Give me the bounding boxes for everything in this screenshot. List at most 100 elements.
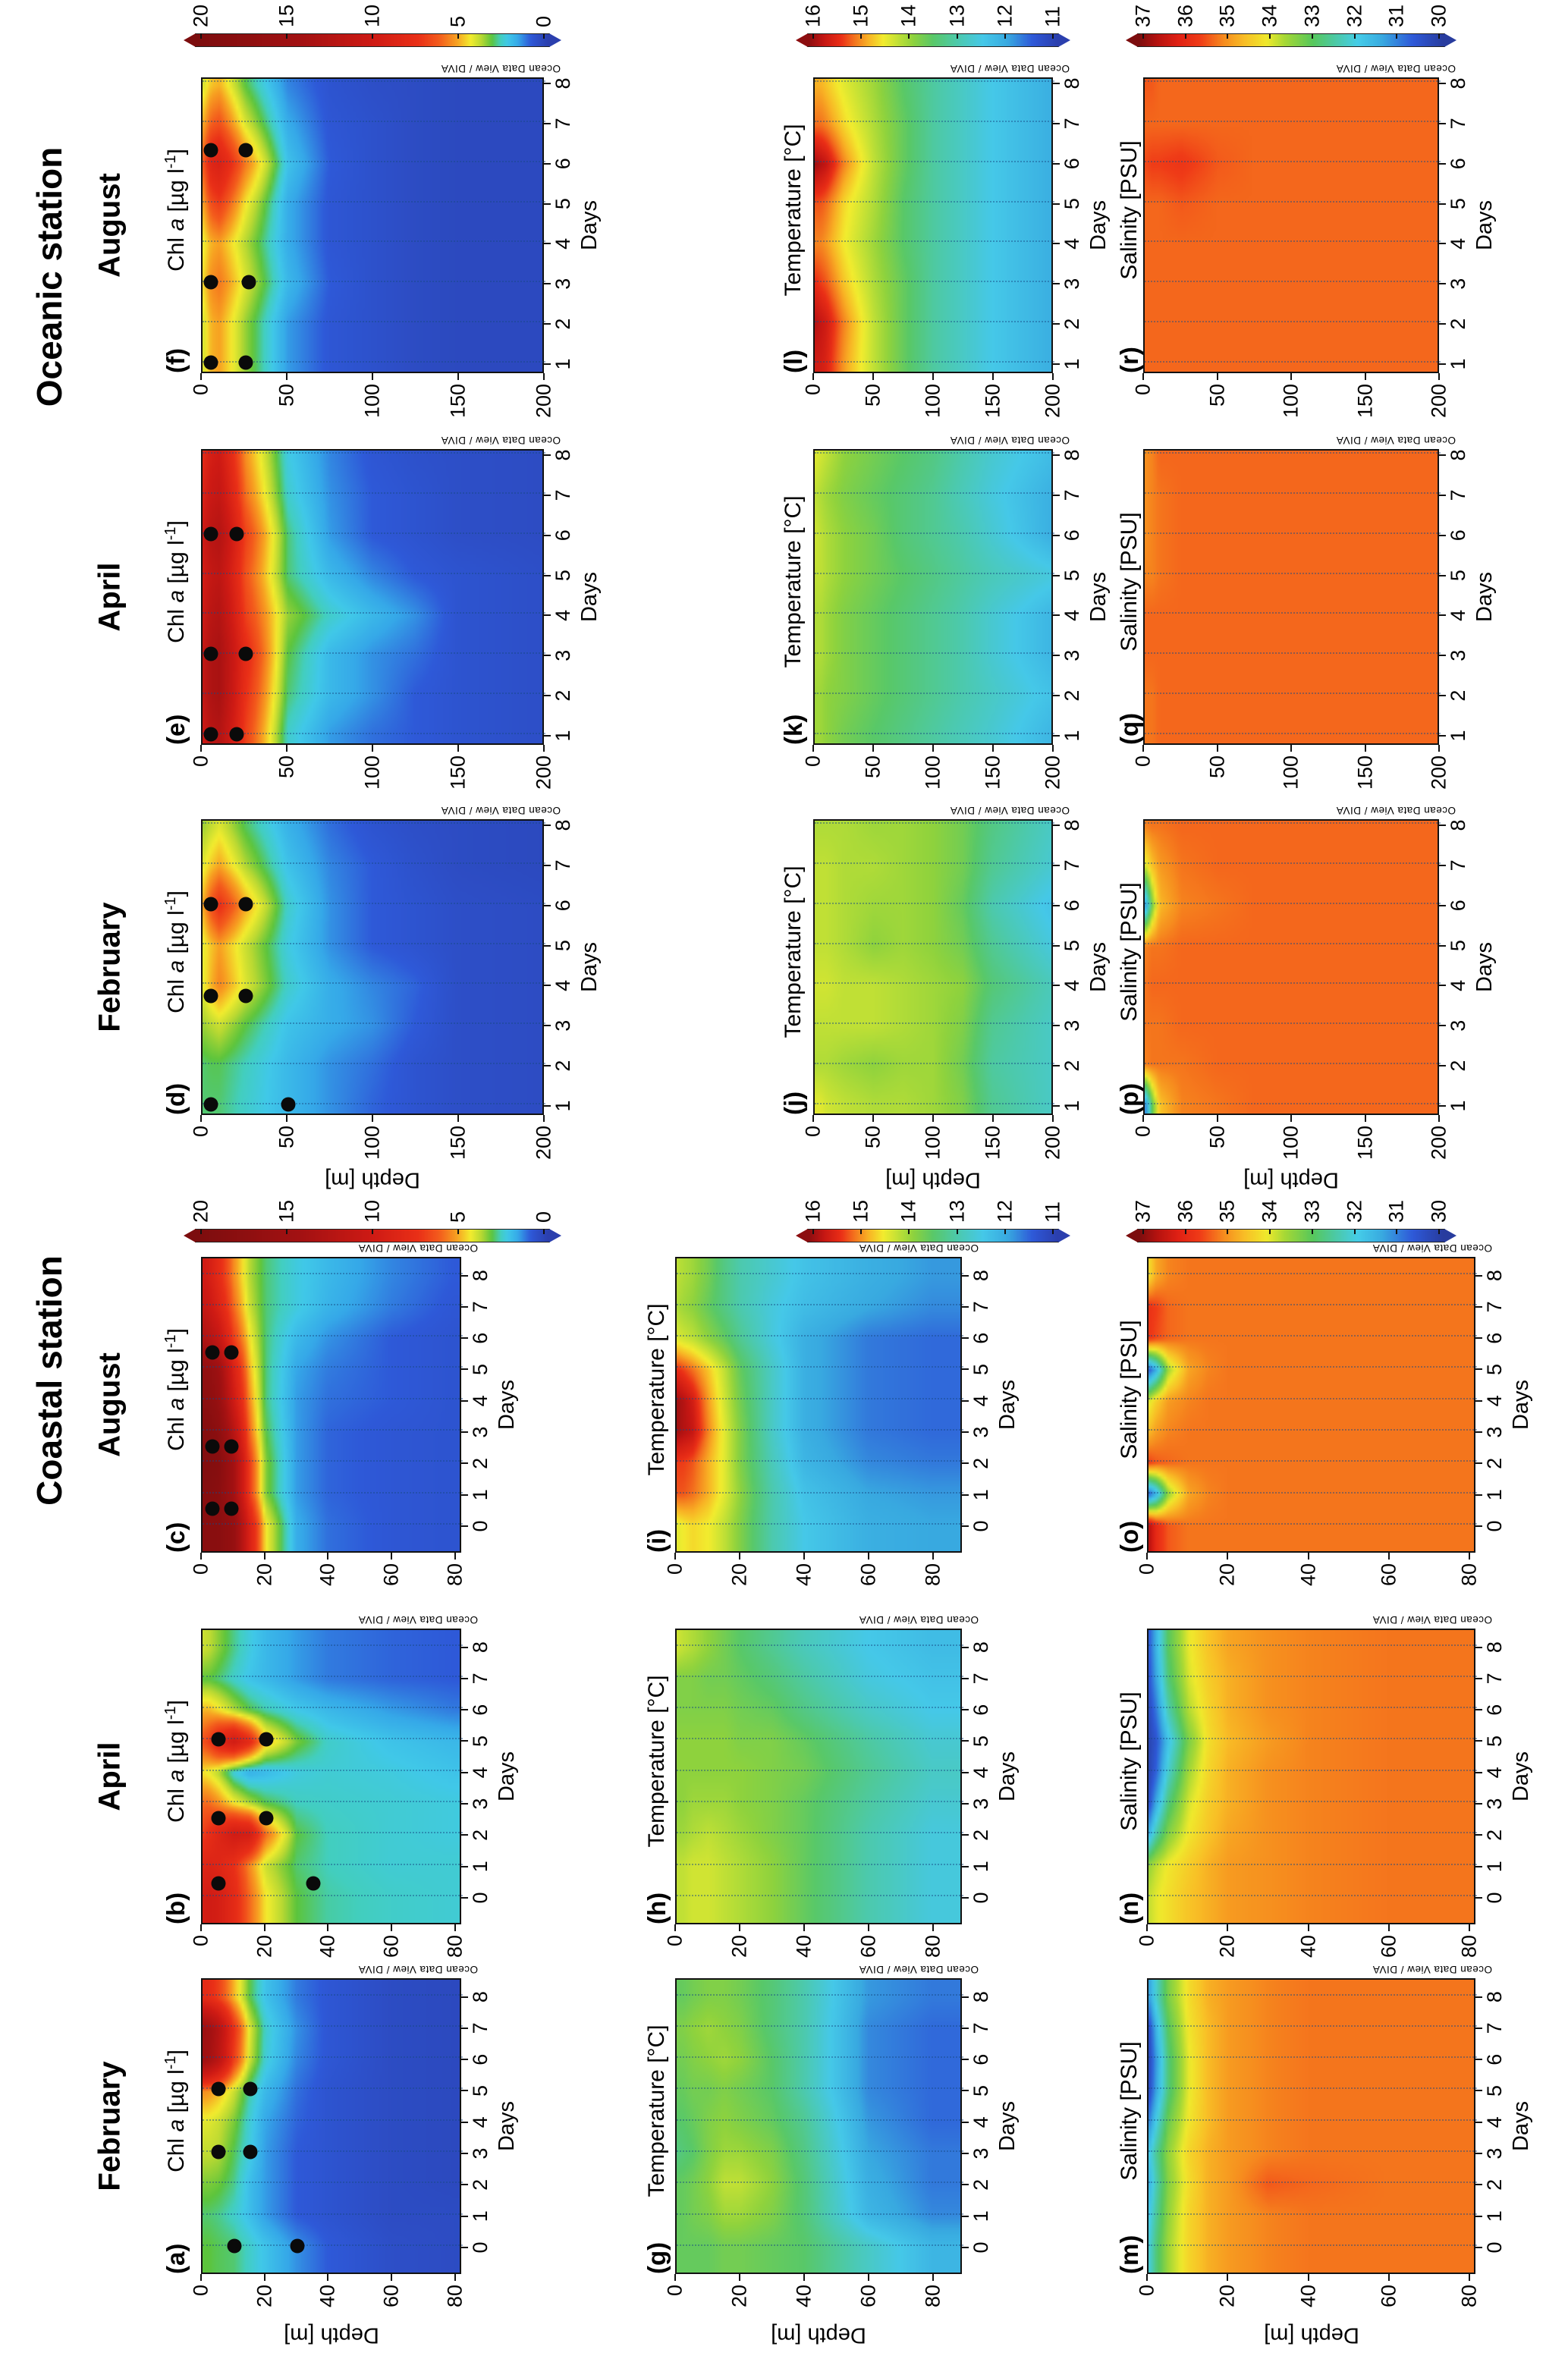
sample-dot <box>203 275 218 290</box>
heatmap-panel-p <box>1143 819 1441 1115</box>
day-gridline <box>1149 2024 1477 2027</box>
heatmap-panel-g <box>675 1978 963 2274</box>
day-gridline <box>677 2150 963 2153</box>
sample-dot <box>238 646 253 661</box>
depth-tick-label: 100 <box>360 384 384 419</box>
depth-tick-label: 150 <box>981 1126 1004 1161</box>
odv-diva-credit: Ocean Data View / DIVA <box>441 435 561 446</box>
day-tick <box>962 1834 969 1836</box>
day-tick <box>544 363 551 365</box>
day-tick <box>1439 283 1446 285</box>
depth-axis-label: Depth [m] <box>283 2323 379 2348</box>
day-tick-label: 4 <box>1483 1767 1506 1779</box>
sample-dot <box>203 355 218 370</box>
day-gridline <box>1149 1523 1477 1525</box>
colorbar-arrow-max <box>1126 33 1138 47</box>
day-tick <box>1053 162 1060 165</box>
sample-dot <box>224 1501 239 1516</box>
day-gridline <box>1149 1460 1477 1462</box>
depth-tick <box>803 1924 805 1931</box>
day-tick-label: 4 <box>469 1395 492 1407</box>
day-tick <box>1053 735 1060 737</box>
depth-tick <box>286 1115 288 1122</box>
day-gridline <box>1149 2213 1477 2215</box>
depth-tick-label: 200 <box>1041 384 1064 419</box>
heatmap-canvas-d <box>203 821 542 1114</box>
day-tick-label: 3 <box>1061 278 1083 290</box>
day-tick-label: 6 <box>1483 1332 1506 1344</box>
day-tick-label: 8 <box>469 1270 492 1282</box>
day-tick <box>461 1740 468 1742</box>
panel-title-i: Temperature [°C] <box>644 1303 669 1476</box>
day-tick-label: 5 <box>469 1363 492 1376</box>
day-tick <box>544 904 551 906</box>
day-gridline <box>677 1644 963 1646</box>
depth-tick-label: 0 <box>663 1935 687 1947</box>
panel-letter-o: (o) <box>1115 1520 1143 1553</box>
day-tick <box>544 1025 551 1027</box>
day-tick-label: 1 <box>469 2210 492 2222</box>
day-gridline <box>815 361 1054 363</box>
day-tick <box>1439 944 1446 947</box>
day-tick <box>962 1337 969 1340</box>
day-tick <box>544 864 551 866</box>
depth-tick-label: 80 <box>921 2285 944 2308</box>
day-tick-label: 3 <box>551 278 574 290</box>
day-gridline <box>203 1429 463 1431</box>
day-tick <box>1475 1274 1482 1277</box>
day-gridline <box>203 1707 463 1709</box>
depth-tick-label: 0 <box>189 384 212 396</box>
day-tick <box>1439 695 1446 697</box>
day-tick <box>1053 1025 1060 1027</box>
day-tick-label: 4 <box>1483 1395 1506 1407</box>
depth-tick <box>1307 1924 1309 1931</box>
day-tick <box>1475 1865 1482 1867</box>
day-tick <box>461 2059 468 2061</box>
depth-tick <box>1142 1115 1144 1122</box>
day-gridline <box>203 1103 545 1104</box>
day-gridline <box>677 1491 963 1494</box>
depth-tick-label: 40 <box>792 2285 815 2308</box>
odv-diva-credit: Ocean Data View / DIVA <box>1372 1614 1492 1626</box>
panel-letter-n: (n) <box>1115 1892 1143 1924</box>
colorbar-tick-label: 15 <box>849 1199 872 1223</box>
day-tick <box>962 2090 969 2092</box>
sample-dot <box>203 1097 218 1112</box>
depth-tick-label: 20 <box>253 1563 276 1587</box>
day-tick-label: 0 <box>969 1892 992 1904</box>
day-gridline <box>203 733 545 734</box>
depth-tick-label: 80 <box>443 1563 467 1587</box>
depth-tick <box>543 373 545 380</box>
day-gridline <box>203 80 545 82</box>
sample-dot <box>238 988 253 1004</box>
day-tick <box>1475 1305 1482 1308</box>
day-tick <box>1439 1025 1446 1027</box>
panel-letter-d: (d) <box>162 1082 190 1115</box>
day-gridline <box>203 1022 545 1025</box>
panel-title-m: Salinity [PSU] <box>1117 2041 1142 2181</box>
depth-tick-label: 80 <box>443 2285 467 2308</box>
day-gridline <box>815 240 1054 243</box>
day-tick-label: 6 <box>551 158 574 170</box>
day-tick-label: 8 <box>1447 77 1469 90</box>
colorbar-tick <box>286 1229 288 1234</box>
panel-title-e: Chl a [µg l-1] <box>162 520 189 643</box>
colorbar-tick-label: 12 <box>993 4 1017 27</box>
day-tick <box>1439 323 1446 325</box>
depth-tick-label: 20 <box>1215 1563 1239 1587</box>
depth-axis-label: Depth [m] <box>1263 2323 1359 2348</box>
panel-title-b: Chl a [µg l-1] <box>162 1700 189 1823</box>
depth-tick <box>200 1553 202 1560</box>
days-axis-label: Days <box>1472 571 1497 623</box>
day-tick-label: 3 <box>469 2147 492 2160</box>
colorbar-tick-label: 15 <box>275 4 298 27</box>
day-tick <box>544 283 551 285</box>
day-tick-label: 0 <box>1483 1520 1506 1532</box>
colorbar-tick <box>1004 33 1006 39</box>
days-axis-label: Days <box>1472 199 1497 251</box>
colorbar-tick-label: 5 <box>446 1211 470 1223</box>
depth-tick <box>872 1115 874 1122</box>
depth-tick-label: 40 <box>792 1935 815 1959</box>
days-axis-label: Days <box>995 1751 1020 1802</box>
panel-letter-g: (g) <box>643 2241 671 2274</box>
